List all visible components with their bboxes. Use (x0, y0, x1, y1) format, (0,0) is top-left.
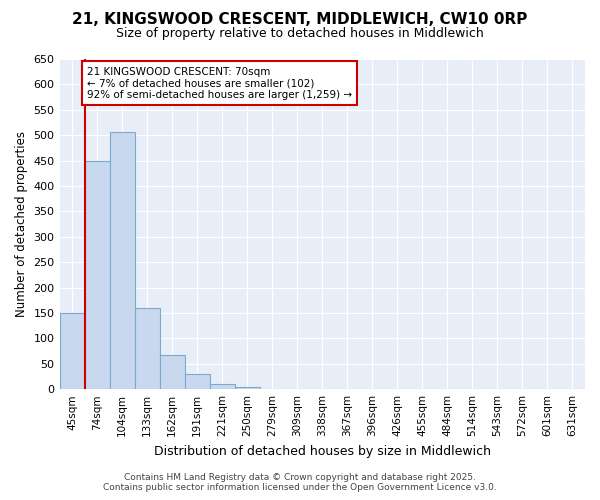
Bar (110, 132, 134, 389)
Bar (59, 313, 85, 389)
Bar (160, 354, 185, 389)
Bar (209, 384, 235, 389)
Text: 21, KINGSWOOD CRESCENT, MIDDLEWICH, CW10 0RP: 21, KINGSWOOD CRESCENT, MIDDLEWICH, CW10… (73, 12, 527, 28)
Y-axis label: Number of detached properties: Number of detached properties (15, 131, 28, 317)
Bar (185, 374, 209, 389)
Bar (134, 308, 160, 389)
Bar (235, 386, 260, 389)
Bar (85, 160, 110, 389)
Text: 21 KINGSWOOD CRESCENT: 70sqm
← 7% of detached houses are smaller (102)
92% of se: 21 KINGSWOOD CRESCENT: 70sqm ← 7% of det… (87, 66, 352, 100)
Text: Contains HM Land Registry data © Crown copyright and database right 2025.
Contai: Contains HM Land Registry data © Crown c… (103, 473, 497, 492)
X-axis label: Distribution of detached houses by size in Middlewich: Distribution of detached houses by size … (154, 444, 491, 458)
Text: Size of property relative to detached houses in Middlewich: Size of property relative to detached ho… (116, 28, 484, 40)
